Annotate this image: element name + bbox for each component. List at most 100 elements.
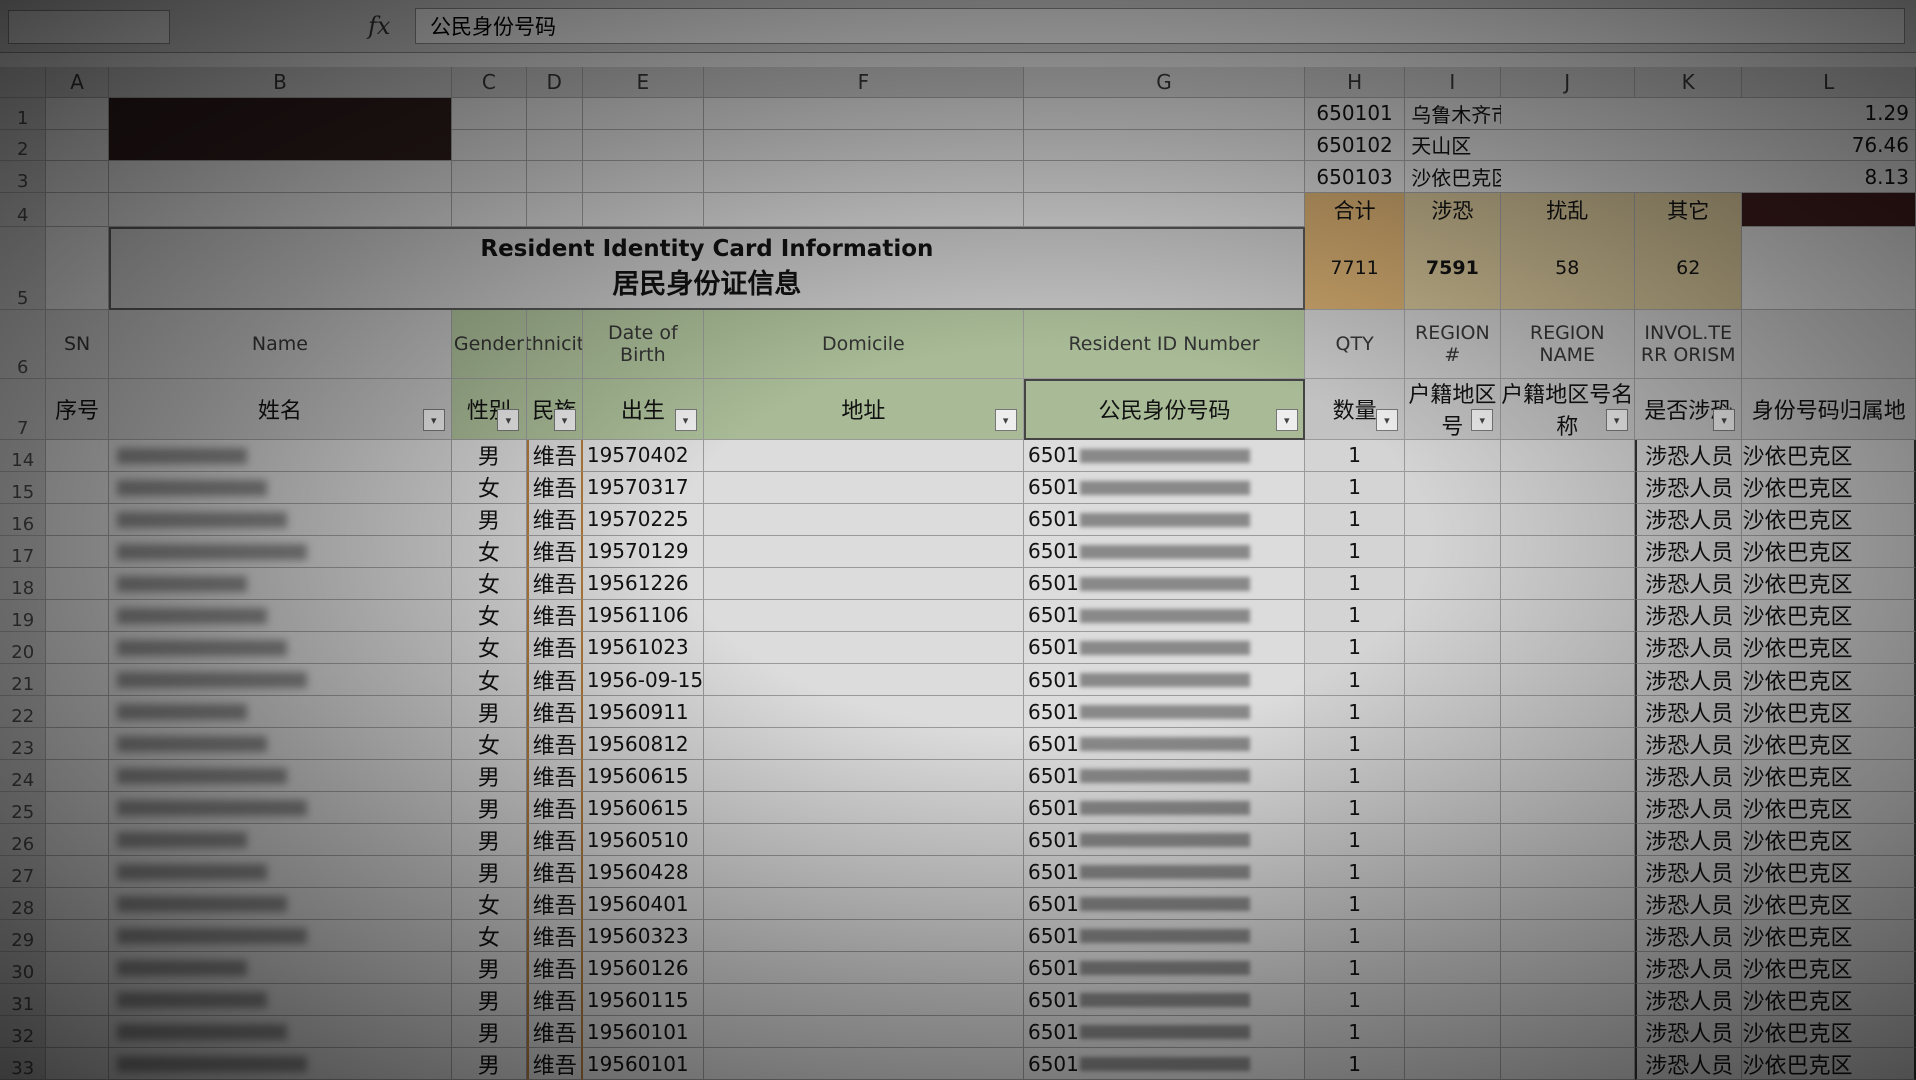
redacted-id <box>1079 897 1250 912</box>
cell <box>526 193 583 228</box>
cell <box>582 97 704 130</box>
region-cell: 沙依巴克区 <box>1742 856 1916 889</box>
name-cell <box>108 920 453 953</box>
row-header: 33 <box>0 1048 47 1080</box>
lookup-cell: 650103 <box>1305 161 1406 194</box>
cell <box>1742 227 1916 311</box>
gender-cell: 女 <box>452 471 527 504</box>
row-header: 22 <box>0 696 47 729</box>
ethnicity-cell: 维吾 <box>526 984 583 1017</box>
involvement-cell: 涉恐人员 <box>1634 696 1743 729</box>
filter-button[interactable]: ▾ <box>1275 409 1298 432</box>
header-en: INVOL.TE RR ORISM <box>1634 310 1743 379</box>
filter-button[interactable]: ▾ <box>422 409 445 432</box>
header-cn: 地址 <box>703 378 1024 440</box>
redacted-name <box>116 800 307 817</box>
involvement-cell: 涉恐人员 <box>1634 631 1743 664</box>
name-cell <box>108 888 453 921</box>
gender-cell: 女 <box>452 664 527 696</box>
qty-cell: 1 <box>1305 1048 1406 1080</box>
name-box[interactable] <box>8 10 170 44</box>
cell <box>46 503 109 536</box>
summary-label: 其它 <box>1634 193 1743 228</box>
cell <box>1405 856 1501 889</box>
column-header: F <box>703 67 1024 98</box>
filter-button[interactable]: ▾ <box>1375 409 1398 432</box>
region-cell: 沙依巴克区 <box>1742 1048 1916 1080</box>
filter-button[interactable]: ▾ <box>1713 409 1736 432</box>
row-header: 2 <box>0 129 47 162</box>
gender-cell: 女 <box>452 599 527 632</box>
redacted-id <box>1079 993 1250 1008</box>
id-cell: 6501 <box>1023 1016 1306 1049</box>
filter-button[interactable]: ▾ <box>674 409 697 432</box>
name-cell <box>108 599 453 632</box>
cell <box>1500 856 1635 889</box>
id-cell: 6501 <box>1023 952 1306 985</box>
ethnicity-cell: 维吾 <box>526 567 583 600</box>
cell <box>582 193 704 228</box>
filter-button[interactable]: ▾ <box>994 409 1017 432</box>
qty-cell: 1 <box>1305 439 1406 472</box>
cell <box>1500 1048 1635 1080</box>
gender-cell: 男 <box>452 984 527 1017</box>
header-en: Gender <box>452 310 527 379</box>
qty-cell: 1 <box>1305 503 1406 536</box>
qty-cell: 1 <box>1305 567 1406 600</box>
cell <box>1500 696 1635 729</box>
formula-input[interactable]: 公民身份号码 <box>415 8 1905 44</box>
redacted-id <box>1079 608 1250 623</box>
cell <box>1405 888 1501 921</box>
summary-label: 合计 <box>1305 193 1406 228</box>
cell <box>46 696 109 729</box>
filter-button[interactable]: ▾ <box>553 409 576 432</box>
dob-cell: 19561226 <box>582 567 704 600</box>
dob-cell: 19570402 <box>582 439 704 472</box>
cell <box>108 193 453 228</box>
name-cell <box>108 728 453 761</box>
qty-cell: 1 <box>1305 535 1406 568</box>
redacted-id <box>1079 1025 1250 1040</box>
redacted-name <box>116 992 267 1009</box>
cell <box>452 161 527 194</box>
id-cell: 6501 <box>1023 760 1306 793</box>
fx-icon[interactable]: fx <box>368 12 391 40</box>
cell <box>703 97 1024 130</box>
column-header: B <box>108 67 453 98</box>
id-cell: 6501 <box>1023 920 1306 953</box>
qty-cell: 1 <box>1305 984 1406 1017</box>
qty-cell: 1 <box>1305 824 1406 857</box>
redacted-name <box>116 447 247 464</box>
domicile-cell <box>703 1048 1024 1080</box>
dob-cell: 19561023 <box>582 631 704 664</box>
region-cell: 沙依巴克区 <box>1742 439 1916 472</box>
cell <box>46 664 109 696</box>
involvement-cell: 涉恐人员 <box>1634 567 1743 600</box>
cell <box>582 129 704 162</box>
redacted-id <box>1079 640 1250 655</box>
domicile-cell <box>703 792 1024 825</box>
involvement-cell: 涉恐人员 <box>1634 728 1743 761</box>
filter-button[interactable]: ▾ <box>1471 409 1494 432</box>
filter-button[interactable]: ▾ <box>497 409 520 432</box>
qty-cell: 1 <box>1305 599 1406 632</box>
row-header: 20 <box>0 631 47 664</box>
dob-cell: 19570317 <box>582 471 704 504</box>
lookup-cell: 8.13 <box>1634 161 1916 194</box>
cell <box>1500 728 1635 761</box>
cell <box>1023 193 1306 228</box>
redacted-name <box>116 896 287 913</box>
region-cell: 沙依巴克区 <box>1742 631 1916 664</box>
involvement-cell: 涉恐人员 <box>1634 599 1743 632</box>
dob-cell: 19560615 <box>582 760 704 793</box>
redacted-id <box>1079 865 1250 880</box>
cell <box>1742 193 1916 228</box>
gender-cell: 男 <box>452 1048 527 1080</box>
column-header: I <box>1405 67 1501 98</box>
filter-button[interactable]: ▾ <box>1605 409 1628 432</box>
cell <box>1023 97 1306 130</box>
id-cell: 6501 <box>1023 1048 1306 1080</box>
qty-cell: 1 <box>1305 952 1406 985</box>
involvement-cell: 涉恐人员 <box>1634 984 1743 1017</box>
